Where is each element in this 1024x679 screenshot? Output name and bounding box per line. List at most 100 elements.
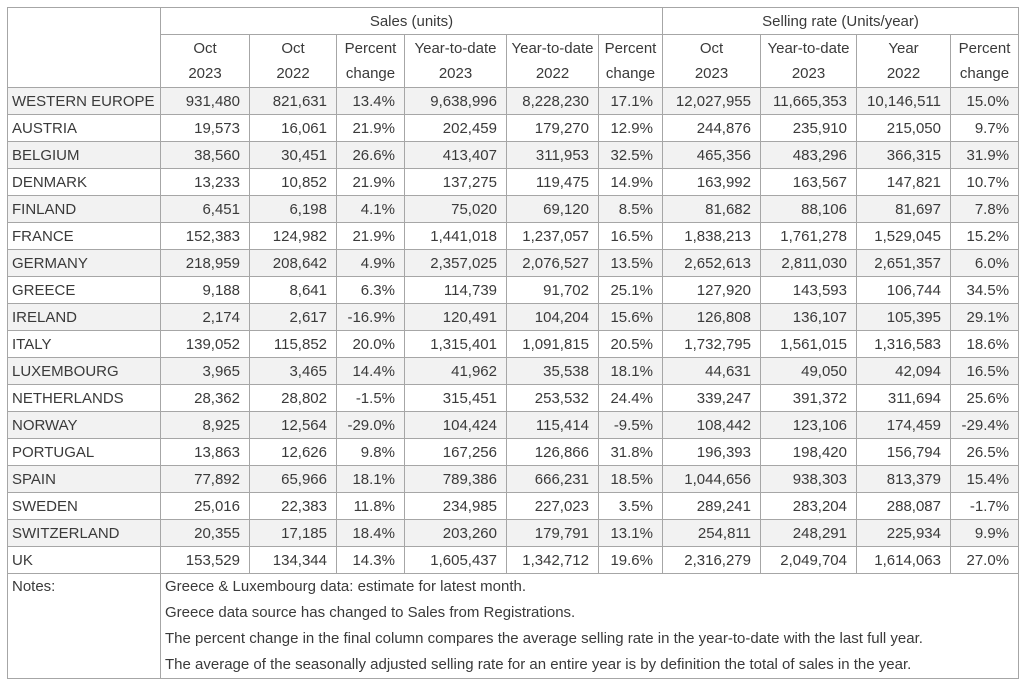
value-cell: 10,852 [249,168,337,196]
value-cell: 44,631 [662,357,761,385]
value-cell: 106,744 [856,276,951,304]
value-cell: 18.6% [949,330,1020,358]
value-cell: 1,091,815 [506,330,599,358]
value-cell: 254,811 [662,519,761,547]
notes-row: Notes: Greece & Luxembourg data: estimat… [7,573,1020,679]
value-cell: 821,631 [249,87,337,115]
value-cell: 1,732,795 [662,330,761,358]
value-cell: 7.8% [949,195,1020,223]
value-cell: 215,050 [856,114,951,142]
value-cell: 2,651,357 [856,249,951,277]
country-cell: WESTERN EUROPE [7,87,161,115]
value-cell: 2,617 [249,303,337,331]
value-cell: 6,451 [160,195,250,223]
value-cell: 13,233 [160,168,250,196]
value-cell: 119,475 [506,168,599,196]
value-cell: 120,491 [404,303,507,331]
table-row: SPAIN 77,892 65,966 18.1% 789,386 666,231 18.5… [7,465,1020,493]
table-row: FRANCE 152,383 124,982 21.9% 1,441,018 1,237,… [7,222,1020,250]
table-row: UK 153,529 134,344 14.3% 1,605,437 1,342,712 1… [7,546,1020,574]
value-cell: 134,344 [249,546,337,574]
value-cell: 28,362 [160,384,250,412]
value-cell: -1.5% [336,384,405,412]
value-cell: 14.3% [336,546,405,574]
column-header-row: Oct 2023 Oct 2022 Percent change Year-to… [8,34,1020,88]
value-cell: 225,934 [856,519,951,547]
table-row: SWITZERLAND 20,355 17,185 18.4% 203,260 179,7… [7,519,1020,547]
value-cell: 196,393 [662,438,761,466]
value-cell: 253,532 [506,384,599,412]
value-cell: 413,407 [404,141,507,169]
value-cell: 9.8% [336,438,405,466]
value-cell: 289,241 [662,492,761,520]
table-row: GREECE 9,188 8,641 6.3% 114,739 91,702 25.1% 12… [7,276,1020,304]
table-row: PORTUGAL 13,863 12,626 9.8% 167,256 126,866 31… [7,438,1020,466]
value-cell: 9.7% [949,114,1020,142]
value-cell: 813,379 [856,465,951,493]
country-cell: FINLAND [7,195,161,223]
value-cell: 1,614,063 [856,546,951,574]
value-cell: 10,146,511 [856,87,951,115]
country-cell: NORWAY [7,411,161,439]
value-cell: 20,355 [160,519,250,547]
table-row: NETHERLANDS 28,362 28,802 -1.5% 315,451 253,5… [7,384,1020,412]
value-cell: 34.5% [949,276,1020,304]
value-cell: 4.9% [336,249,405,277]
value-cell: 202,459 [404,114,507,142]
value-cell: 114,739 [404,276,507,304]
value-cell: 1,761,278 [760,222,857,250]
table-row: DENMARK 13,233 10,852 21.9% 137,275 119,475 14… [7,168,1020,196]
value-cell: 366,315 [856,141,951,169]
value-cell: 6.3% [336,276,405,304]
value-cell: 283,204 [760,492,857,520]
value-cell: 28,802 [249,384,337,412]
value-cell: -9.5% [598,411,663,439]
value-cell: -29.0% [336,411,405,439]
column-header-ytd-2022-sales: Year-to-date 2022 [506,34,599,88]
value-cell: 19,573 [160,114,250,142]
value-cell: 156,794 [856,438,951,466]
value-cell: 3,965 [160,357,250,385]
value-cell: 203,260 [404,519,507,547]
country-cell: GERMANY [7,249,161,277]
value-cell: 139,052 [160,330,250,358]
value-cell: 666,231 [506,465,599,493]
value-cell: 15.2% [949,222,1020,250]
value-cell: 152,383 [160,222,250,250]
country-cell: GREECE [7,276,161,304]
value-cell: 115,852 [249,330,337,358]
country-cell: PORTUGAL [7,438,161,466]
value-cell: 18.5% [598,465,663,493]
value-cell: 88,106 [760,195,857,223]
value-cell: 2,316,279 [662,546,761,574]
value-cell: 174,459 [856,411,951,439]
note-line: The percent change in the final column c… [165,630,923,647]
value-cell: 10.7% [949,168,1020,196]
value-cell: 126,866 [506,438,599,466]
notes-label: Notes: [7,573,161,679]
value-cell: 42,094 [856,357,951,385]
value-cell: 234,985 [404,492,507,520]
value-cell: 81,682 [662,195,761,223]
value-cell: 41,962 [404,357,507,385]
table-row: GERMANY 218,959 208,642 4.9% 2,357,025 2,076,… [7,249,1020,277]
value-cell: 12,626 [249,438,337,466]
value-cell: 20.0% [336,330,405,358]
column-header-percent-change-month: Percent change [336,34,405,88]
value-cell: 339,247 [662,384,761,412]
country-cell: LUXEMBOURG [7,357,161,385]
value-cell: 25.6% [949,384,1020,412]
value-cell: 1,342,712 [506,546,599,574]
value-cell: 391,372 [760,384,857,412]
country-cell: SWITZERLAND [7,519,161,547]
value-cell: 1,605,437 [404,546,507,574]
value-cell: 69,120 [506,195,599,223]
value-cell: 25,016 [160,492,250,520]
value-cell: 75,020 [404,195,507,223]
value-cell: 227,023 [506,492,599,520]
value-cell: 235,910 [760,114,857,142]
value-cell: 32.5% [598,141,663,169]
value-cell: 2,652,613 [662,249,761,277]
value-cell: 27.0% [949,546,1020,574]
value-cell: 35,538 [506,357,599,385]
